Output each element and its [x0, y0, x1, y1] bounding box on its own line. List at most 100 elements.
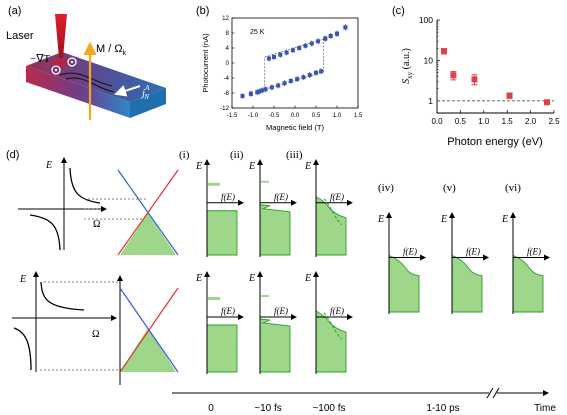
occupied-states — [513, 255, 543, 312]
berry-curve-lower-bottom — [13, 327, 32, 371]
axis-E-label: E — [248, 161, 255, 172]
axis-E-label: E — [440, 214, 447, 225]
distribution-panels: Ef(E)Ef(E)Ef(E)Ef(E)Ef(E)Ef(E)Ef(E)Ef(E)… — [195, 159, 550, 374]
plot-b-point — [276, 83, 281, 88]
plot-c-ticks: 0.0 0.5 1.0 1.5 2.0 2.5 1 10 100 — [419, 15, 560, 126]
plot-c-xtick-label: 2.0 — [525, 117, 537, 126]
berry-curve-lower-top — [29, 214, 61, 251]
plot-c-ytick-label: 10 — [424, 55, 434, 65]
distribution-panel: Ef(E) — [195, 159, 244, 257]
current-label: jA N — [140, 84, 150, 101]
magnetization-circle-2 — [67, 57, 77, 67]
gradient-label: −∇T — [30, 53, 51, 65]
plot-c-point — [441, 48, 448, 55]
plot-b-point — [260, 88, 265, 93]
axis-E-label: E — [304, 273, 311, 284]
plot-b-point — [314, 70, 318, 75]
plot-c-xlabel: Photon energy (eV) — [447, 136, 542, 148]
distribution-panel: Ef(E) — [304, 271, 353, 374]
plot-b-ytick-label: -8 — [223, 90, 229, 97]
distribution-panel: Ef(E) — [195, 271, 244, 374]
occupied-states — [316, 311, 346, 372]
stage-label-iv: (iv) — [378, 182, 394, 194]
axis-E-label: E — [377, 214, 384, 225]
axis-E-label: E — [195, 161, 202, 172]
panel-d-label: (d) — [6, 149, 19, 161]
plot-b-point — [282, 81, 287, 86]
plot-b-ytick-label: -12 — [220, 105, 230, 112]
axis-fE-label: f(E) — [221, 306, 235, 316]
slab-front-face — [26, 66, 130, 118]
distribution-panel: Ef(E) — [304, 159, 353, 257]
axis-fE-label: f(E) — [221, 192, 235, 202]
berry-curve-upper-top — [69, 167, 101, 204]
axis-fE-label: f(E) — [330, 306, 344, 316]
plot-b-ytick-label: 4 — [226, 45, 230, 52]
axis-Omega-top: Ω — [93, 219, 100, 230]
plot-b-xtick-label: -1.0 — [248, 112, 259, 119]
stage-label-ii: (ii) — [230, 149, 244, 161]
plot-b-ylabel: Photocurrent (nA) — [201, 33, 210, 93]
panel-b: (b) -1.5 -1.0 -0.5 0.0 0.5 1.0 1.5 12 8 4 0 -4 -8 -12… — [196, 5, 363, 132]
occupied-states — [260, 319, 290, 372]
occupied-states — [316, 196, 346, 255]
plot-b-point — [303, 43, 308, 48]
plot-b-point — [290, 48, 295, 53]
time-axis-break — [486, 386, 500, 400]
axis-E-bottom: E — [19, 274, 26, 285]
excited-states — [261, 295, 269, 297]
plot-b-xtick-label: 0.0 — [291, 112, 300, 119]
dirac-filled-states-bottom — [120, 328, 176, 372]
plot-c-xtick-label: 1.0 — [478, 117, 490, 126]
plot-b-ytick-label: 12 — [222, 15, 229, 22]
plot-b-point — [284, 50, 289, 55]
time-label-0: 0 — [208, 403, 214, 414]
plot-b-xtick-label: -1.5 — [227, 112, 238, 119]
plot-b-point — [266, 56, 271, 61]
laser-spot — [52, 59, 70, 67]
occupied-states — [207, 325, 237, 372]
plot-b-point — [248, 91, 253, 96]
axis-fE-label: f(E) — [527, 247, 541, 257]
panel-b-label: (b) — [196, 5, 209, 17]
excited-states — [208, 297, 220, 300]
plot-c-ylabel: Sxy (a.u.) — [401, 48, 414, 84]
axis-E-label: E — [248, 273, 255, 284]
excited-states — [208, 182, 220, 186]
occupied-states — [260, 204, 290, 255]
plot-b-ticks: -1.5 -1.0 -0.5 0.0 0.5 1.0 1.5 12 8 4 0 -4 -8 -12 — [220, 15, 363, 119]
plot-c-point — [450, 72, 457, 79]
plot-b-point — [316, 39, 321, 44]
occupied-states — [452, 255, 482, 312]
time-label-ps: 1-10 ps — [426, 403, 459, 414]
current-arrow — [114, 85, 141, 97]
plot-b-xtick-label: 0.5 — [312, 112, 321, 119]
plot-b-points — [240, 24, 348, 99]
plot-c-point — [471, 76, 478, 83]
time-axis-label: Time — [534, 403, 556, 414]
time-label-100fs: ~100 fs — [312, 403, 345, 414]
plot-b-ytick-label: 8 — [226, 30, 230, 37]
plot-b-point — [328, 34, 333, 38]
plot-b-point — [343, 25, 348, 30]
panel-d: (d) E Ω E Ω — [6, 149, 556, 414]
stage-label-v: (v) — [443, 182, 456, 194]
plot-c-xtick-label: 0.0 — [431, 117, 443, 126]
plot-b-point — [309, 41, 314, 46]
distribution-panel: Ef(E) — [377, 212, 426, 314]
magnetization-circle-1 — [51, 65, 61, 75]
distribution-panel: Ef(E) — [440, 212, 489, 314]
plot-b-point — [335, 31, 339, 36]
slab-side-face — [130, 88, 166, 118]
axis-fE-label: f(E) — [274, 306, 288, 316]
fermi-dirac-guide — [323, 198, 343, 226]
plot-c-points — [441, 48, 550, 106]
distribution-panel: Ef(E) — [248, 159, 297, 257]
excited-states — [261, 180, 269, 183]
plot-b-xtick-label: 1.0 — [333, 112, 342, 119]
flow-line-1 — [59, 72, 113, 87]
stage-label-vi: (vi) — [505, 182, 521, 194]
schematic-top: E Ω — [18, 157, 179, 256]
plot-b-point — [263, 87, 268, 92]
